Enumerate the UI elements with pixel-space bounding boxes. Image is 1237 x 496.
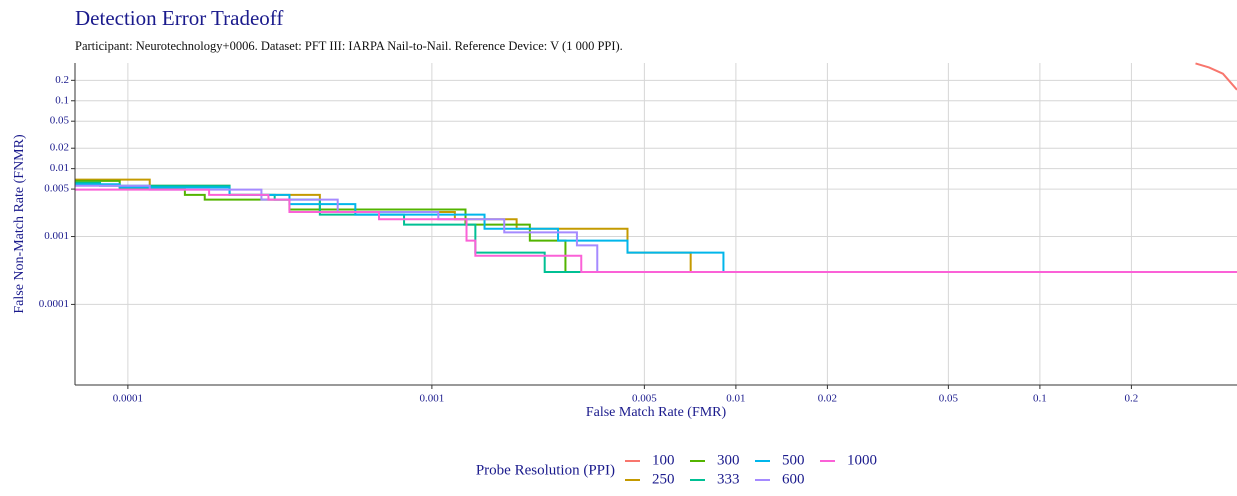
legend-label: 500 [782,452,805,468]
y-tick-label: 0.02 [50,142,69,154]
series-line [75,188,1237,274]
series-line [75,181,582,274]
x-tick-label: 0.001 [420,393,445,405]
x-tick-label: 0.05 [939,393,959,405]
chart-subtitle: Participant: Neurotechnology+0006. Datas… [75,39,623,53]
x-tick-label: 0.0001 [113,393,143,405]
y-axis-label: False Non-Match Rate (FNMR) [12,134,27,314]
legend-label: 300 [717,452,740,468]
legend-title: Probe Resolution (PPI) [476,462,615,478]
x-tick-label: 0.02 [818,393,837,405]
x-axis-label: False Match Rate (FMR) [586,405,727,420]
legend-label: 100 [652,452,675,468]
y-tick-label: 0.0001 [39,298,69,310]
y-tick-label: 0.1 [55,94,69,106]
series-line [1195,62,1237,91]
y-tick-label: 0.05 [50,115,70,127]
x-tick-label: 0.2 [1125,393,1139,405]
x-tick-label: 0.005 [632,393,657,405]
x-tick-label: 0.01 [726,393,745,405]
x-tick-label: 0.1 [1033,393,1047,405]
y-tick-label: 0.2 [55,74,69,86]
y-tick-label: 0.01 [50,162,69,174]
legend-label: 333 [717,471,740,487]
plot-area [75,63,1237,385]
chart-title: Detection Error Tradeoff [75,6,283,30]
y-tick-label: 0.005 [44,183,69,195]
series-line [75,183,725,273]
y-tick-label: 0.001 [44,230,69,242]
legend-label: 1000 [847,452,877,468]
legend-label: 600 [782,471,805,487]
legend-label: 250 [652,471,675,487]
